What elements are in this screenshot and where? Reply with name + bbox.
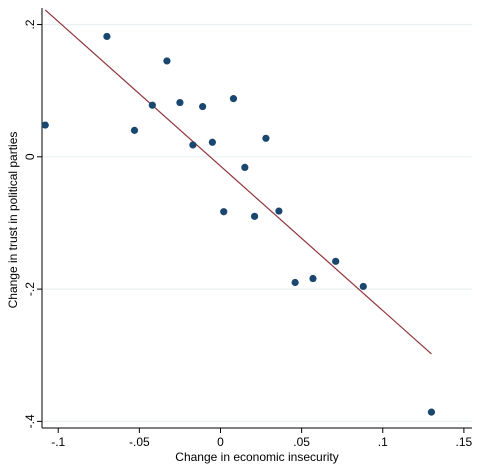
- x-tick-label-2: 0: [217, 435, 224, 449]
- x-tick-label-4: .1: [378, 435, 388, 449]
- grid-layer: [42, 23, 472, 422]
- data-point-14: [275, 207, 283, 215]
- data-point-17: [332, 257, 340, 265]
- data-point-7: [199, 102, 207, 111]
- data-point-15: [291, 278, 299, 287]
- y-axis-title: Change in trust in political parties: [6, 132, 20, 309]
- data-point-18: [359, 282, 367, 291]
- x-tick-label-5: .15: [456, 435, 473, 449]
- data-point-19: [427, 408, 436, 416]
- x-axis-title: Change in economic insecurity: [175, 450, 338, 464]
- data-point-0: [41, 121, 49, 129]
- y-tick-label-1: 0: [23, 153, 37, 160]
- x-tick-label-3: .05: [293, 435, 310, 449]
- fit-line-layer: [44, 9, 432, 355]
- data-point-1: [103, 32, 111, 41]
- x-tick-label-1: -.05: [129, 435, 150, 449]
- data-point-8: [208, 138, 216, 146]
- axes-layer: .2 0 -.2 -.4 -.1 -.05 0 .05 .1 .15: [23, 8, 473, 449]
- data-point-4: [163, 57, 171, 65]
- data-point-9: [220, 208, 228, 216]
- y-tick-label-0: .2: [23, 19, 37, 29]
- data-point-2: [130, 126, 139, 134]
- data-point-10: [229, 95, 238, 103]
- data-point-13: [262, 134, 270, 142]
- labels-layer: Change in economic insecurity Change in …: [6, 132, 339, 464]
- x-tick-label-0: -.1: [51, 435, 65, 449]
- data-point-3: [148, 101, 156, 109]
- data-point-11: [241, 163, 249, 172]
- y-tick-label-3: -.4: [23, 414, 37, 428]
- y-tick-label-2: -.2: [23, 282, 37, 296]
- data-point-5: [176, 98, 184, 107]
- data-point-6: [189, 141, 197, 149]
- points-layer: [41, 32, 436, 416]
- data-point-16: [309, 274, 317, 283]
- data-point-12: [250, 212, 259, 220]
- fitted-line: [44, 9, 432, 355]
